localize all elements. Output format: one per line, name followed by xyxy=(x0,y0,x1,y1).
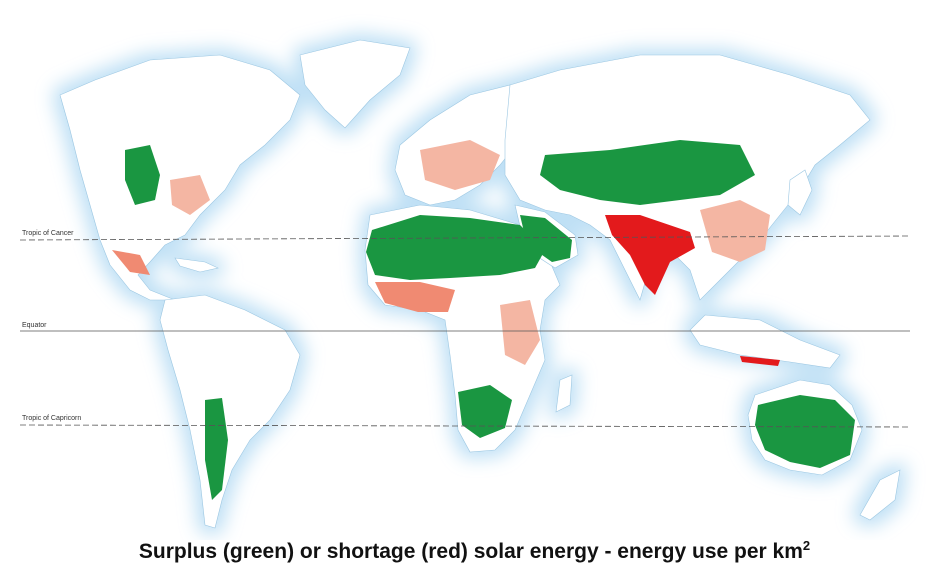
tropic-of-cancer-line xyxy=(19,235,911,241)
andes-surplus xyxy=(205,398,228,500)
na-plains-surplus xyxy=(125,145,160,205)
surplus-regions xyxy=(125,140,855,500)
north-america xyxy=(59,54,301,301)
caption-superscript: 2 xyxy=(802,538,811,553)
shortage-regions xyxy=(112,140,780,366)
new-zealand xyxy=(859,469,901,521)
india-shortage xyxy=(605,215,695,295)
europe-shortage xyxy=(420,140,500,190)
map-caption: Surplus (green) or shortage (red) solar … xyxy=(0,538,949,564)
southern-africa-surplus xyxy=(458,385,512,438)
tropic-of-capricorn-label: Tropic of Capricorn xyxy=(22,415,81,422)
madagascar xyxy=(555,374,573,413)
java-shortage xyxy=(740,356,780,366)
east-africa-shortage xyxy=(500,300,540,365)
equator-label: Equator xyxy=(22,322,47,329)
us-east-shortage xyxy=(170,175,210,215)
west-africa-shortage xyxy=(375,282,455,312)
tropic-of-cancer-label: Tropic of Cancer xyxy=(22,230,74,237)
australia-surplus xyxy=(755,395,855,468)
east-china-shortage xyxy=(700,200,770,262)
land-masses xyxy=(59,39,901,529)
sahara-surplus xyxy=(366,215,545,280)
greenland xyxy=(299,39,411,129)
central-asia-surplus xyxy=(540,140,755,205)
caption-text: Surplus (green) or shortage (red) solar … xyxy=(138,540,803,563)
caribbean xyxy=(174,257,219,273)
indonesia xyxy=(689,314,841,369)
south-america xyxy=(159,294,301,529)
map-canvas: Tropic of Cancer Equator Tropic of Capri… xyxy=(19,39,911,529)
mexico-shortage xyxy=(112,250,150,275)
japan xyxy=(787,169,813,216)
arabia-surplus xyxy=(520,215,572,262)
tropic-of-capricorn-line xyxy=(19,424,911,428)
reference-lines xyxy=(19,235,911,428)
